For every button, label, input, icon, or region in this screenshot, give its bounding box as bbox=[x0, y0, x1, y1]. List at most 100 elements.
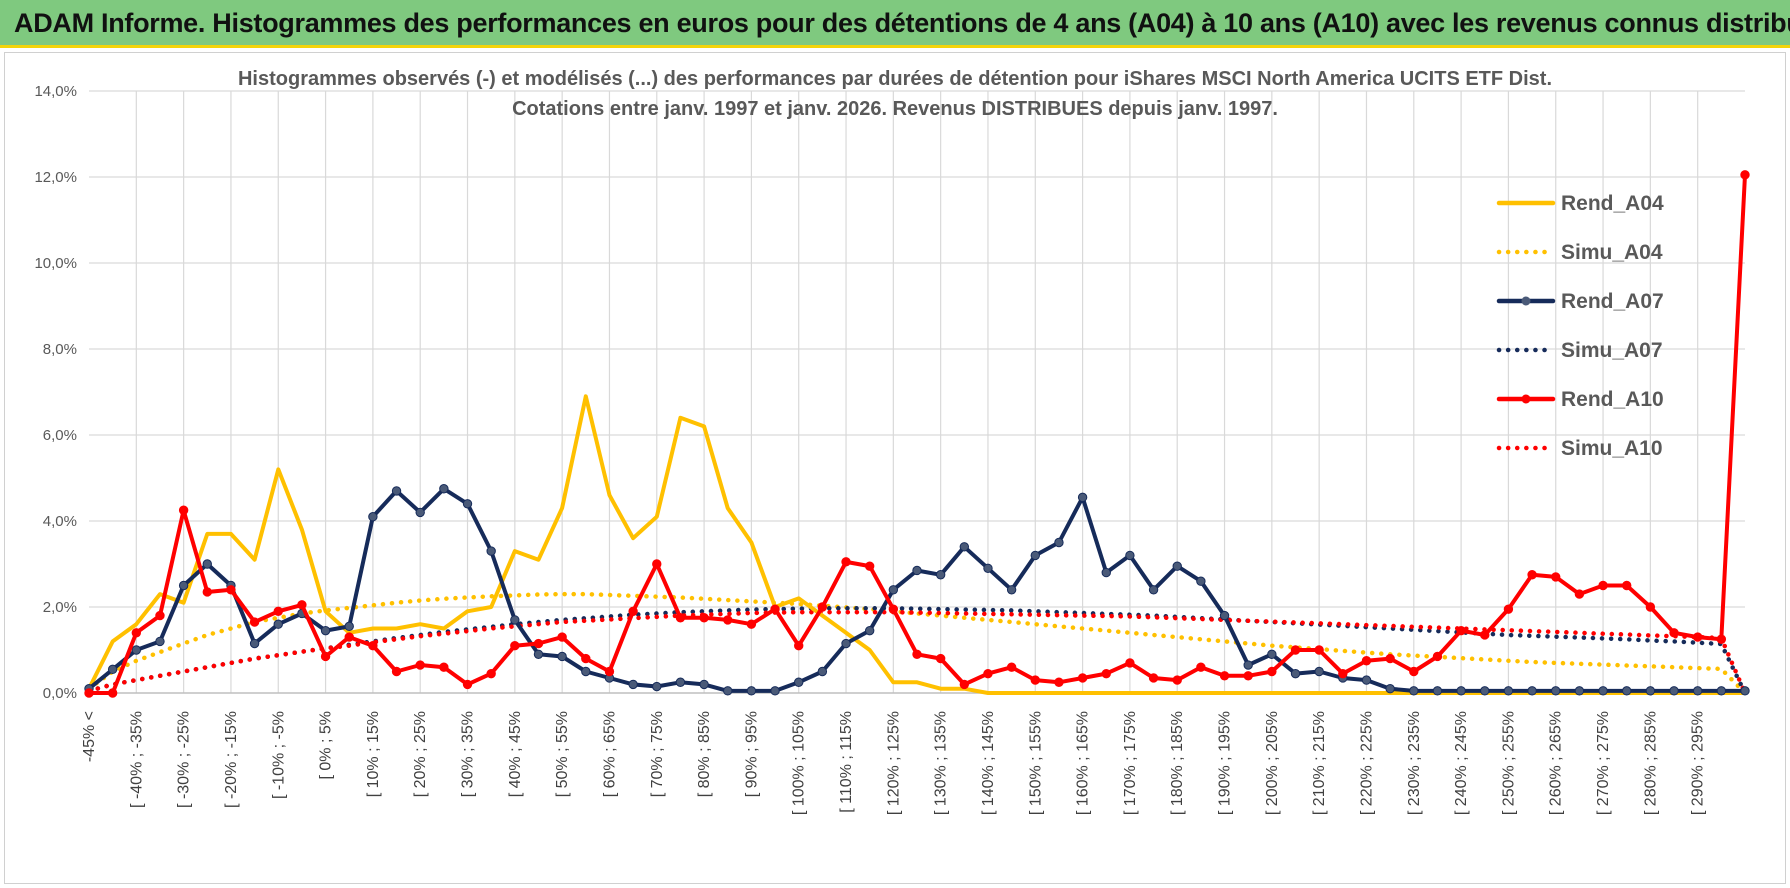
data-point-rend-a07 bbox=[391, 486, 402, 496]
chart-frame: 0,0% 2,0% 4,0% 6,0% 8,0% 10,0% 12,0% 14,0% -45% … bbox=[4, 52, 1786, 884]
data-point-rend-a07 bbox=[746, 686, 757, 696]
data-point-rend-a10 bbox=[1692, 632, 1703, 642]
series bbox=[84, 170, 1750, 698]
y-tick-label: 12,0% bbox=[34, 169, 77, 186]
data-point-rend-a07 bbox=[864, 625, 875, 636]
data-point-rend-a10 bbox=[1598, 580, 1608, 591]
data-point-rend-a07 bbox=[1645, 686, 1656, 696]
data-point-rend-a07 bbox=[1385, 684, 1395, 694]
data-point-rend-a10 bbox=[344, 632, 354, 642]
data-point-rend-a10 bbox=[1101, 668, 1111, 679]
data-point-rend-a07 bbox=[155, 636, 165, 647]
data-point-rend-a07 bbox=[935, 570, 946, 580]
data-point-rend-a10 bbox=[1219, 671, 1230, 681]
data-point-rend-a10 bbox=[1148, 673, 1159, 683]
data-point-rend-a07 bbox=[888, 585, 899, 595]
data-point-rend-a10 bbox=[746, 619, 757, 629]
data-point-rend-a10 bbox=[1385, 653, 1395, 664]
x-tick-label: [ -10% ; -5% bbox=[270, 711, 287, 799]
data-point-rend-a10 bbox=[1432, 651, 1443, 662]
data-point-rend-a10 bbox=[155, 610, 165, 621]
data-point-rend-a10 bbox=[533, 638, 544, 649]
x-tick-label: [ 190% ; 195% bbox=[1217, 711, 1234, 815]
data-point-rend-a10 bbox=[557, 632, 567, 642]
x-tick-label: [ 270% ; 275% bbox=[1595, 711, 1612, 815]
data-point-rend-a10 bbox=[273, 606, 283, 616]
data-point-rend-a07 bbox=[581, 666, 591, 677]
data-point-rend-a10 bbox=[202, 587, 212, 597]
data-point-rend-a10 bbox=[983, 668, 993, 679]
x-tick-label: [ 290% ; 295% bbox=[1690, 711, 1707, 815]
data-point-rend-a07 bbox=[510, 615, 520, 625]
y-tick-label: 10,0% bbox=[34, 255, 77, 272]
x-tick-label: [ 280% ; 285% bbox=[1642, 711, 1659, 815]
data-point-rend-a07 bbox=[1503, 686, 1514, 696]
data-point-rend-a10 bbox=[1574, 589, 1585, 599]
data-point-rend-a10 bbox=[439, 662, 449, 672]
x-tick-label: [ 140% ; 145% bbox=[980, 711, 997, 815]
data-point-rend-a07 bbox=[1574, 686, 1585, 696]
data-point-rend-a10 bbox=[1645, 602, 1656, 612]
data-point-rend-a10 bbox=[675, 613, 686, 623]
data-point-rend-a07 bbox=[1361, 675, 1372, 685]
data-point-rend-a10 bbox=[1740, 170, 1750, 180]
x-tick-label: [ 80% ; 85% bbox=[696, 711, 713, 797]
x-tick-label: [ 180% ; 185% bbox=[1169, 711, 1186, 815]
data-point-rend-a07 bbox=[959, 542, 970, 552]
chart-title: Histogrammes observés (-) et modélisés (… bbox=[238, 68, 1552, 90]
data-point-rend-a10 bbox=[1290, 645, 1301, 655]
data-point-rend-a10 bbox=[912, 649, 922, 659]
data-point-rend-a10 bbox=[604, 666, 615, 677]
data-point-rend-a10 bbox=[1054, 677, 1064, 687]
x-tick-label: [ 250% ; 255% bbox=[1500, 711, 1517, 815]
data-point-rend-a10 bbox=[1243, 671, 1253, 681]
data-point-rend-a07 bbox=[841, 638, 851, 649]
data-point-rend-a10 bbox=[1077, 673, 1088, 683]
data-point-rend-a10 bbox=[1456, 625, 1466, 636]
data-point-rend-a10 bbox=[226, 585, 236, 595]
x-tick-label: [ 40% ; 45% bbox=[507, 711, 524, 797]
data-point-rend-a07 bbox=[1456, 686, 1466, 696]
x-tick-label: [ 260% ; 265% bbox=[1548, 711, 1565, 815]
data-point-rend-a10 bbox=[320, 651, 331, 662]
data-point-rend-a10 bbox=[1006, 662, 1017, 672]
x-tick-label: [ 160% ; 165% bbox=[1075, 711, 1092, 815]
data-point-rend-a07 bbox=[178, 580, 189, 591]
data-point-rend-a10 bbox=[462, 679, 473, 690]
data-point-rend-a07 bbox=[699, 679, 709, 690]
y-tick-label: 4,0% bbox=[43, 513, 77, 530]
data-point-rend-a07 bbox=[1054, 537, 1064, 548]
data-point-rend-a07 bbox=[1148, 585, 1159, 595]
data-point-rend-a10 bbox=[652, 559, 662, 569]
y-tick-label: 14,0% bbox=[34, 83, 77, 100]
data-point-rend-a10 bbox=[1267, 666, 1277, 677]
data-point-rend-a07 bbox=[107, 664, 118, 675]
x-tick-label: [ 30% ; 35% bbox=[460, 711, 477, 797]
data-point-rend-a10 bbox=[1527, 570, 1537, 580]
data-point-rend-a10 bbox=[510, 641, 520, 651]
axes: 0,0% 2,0% 4,0% 6,0% 8,0% 10,0% 12,0% 14,0% -45% … bbox=[34, 83, 1745, 815]
data-point-rend-a10 bbox=[864, 561, 875, 571]
data-point-rend-a07 bbox=[1480, 686, 1490, 696]
x-tick-label: [ 60% ; 65% bbox=[601, 711, 618, 797]
data-point-rend-a10 bbox=[249, 617, 260, 627]
data-point-rend-a07 bbox=[1622, 686, 1632, 696]
legend-label: Rend_A04 bbox=[1561, 192, 1664, 215]
data-point-rend-a07 bbox=[675, 677, 686, 687]
data-point-rend-a07 bbox=[344, 621, 354, 632]
x-tick-label: [ -20% ; -15% bbox=[223, 711, 240, 808]
legend-label: Simu_A04 bbox=[1561, 241, 1663, 264]
x-tick-label: [ 210% ; 215% bbox=[1311, 711, 1328, 815]
x-tick-label: [ -30% ; -25% bbox=[176, 711, 193, 808]
data-point-rend-a07 bbox=[1101, 567, 1111, 578]
y-tick-label: 6,0% bbox=[43, 427, 77, 444]
data-point-rend-a07 bbox=[1669, 686, 1679, 696]
y-tick-label: 8,0% bbox=[43, 341, 77, 358]
data-point-rend-a10 bbox=[297, 600, 307, 610]
data-point-rend-a07 bbox=[131, 645, 142, 655]
data-point-rend-a07 bbox=[1125, 550, 1135, 561]
data-point-rend-a07 bbox=[1196, 576, 1206, 586]
data-point-rend-a10 bbox=[1361, 656, 1372, 666]
data-point-rend-a07 bbox=[273, 619, 283, 629]
data-point-rend-a07 bbox=[1432, 686, 1443, 696]
